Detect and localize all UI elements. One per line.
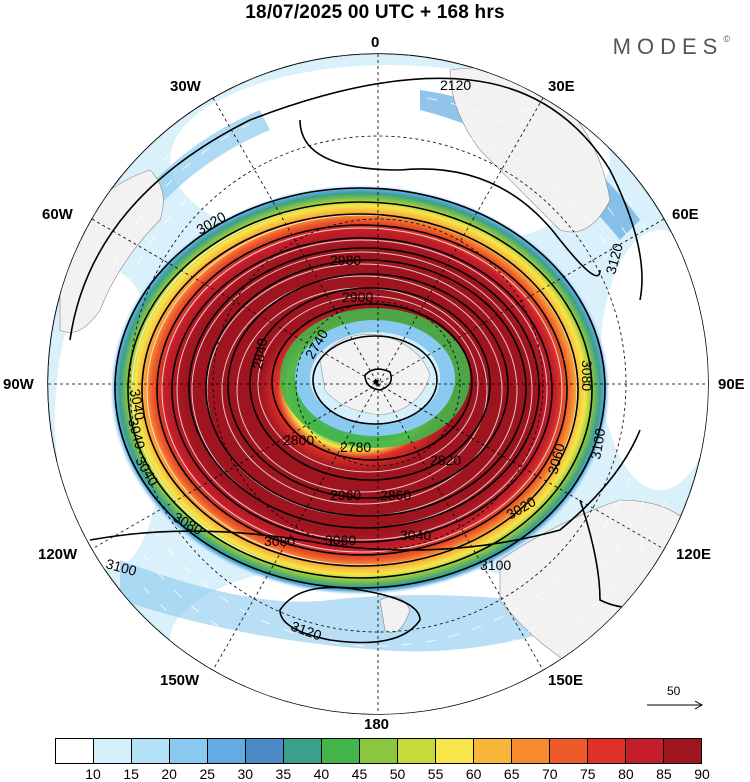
contour-label: 3120 [602, 241, 626, 275]
contour-label: 3080 [579, 360, 595, 391]
contour-label: 3080 [264, 533, 295, 549]
color-scale-segment [170, 739, 208, 763]
pole-marker [373, 379, 379, 385]
longitude-label-60e: 60E [672, 206, 699, 223]
contour-label: 2900 [342, 289, 373, 305]
color-scale-label: 20 [161, 766, 177, 782]
contour-label: 3040 [125, 417, 149, 451]
contour-label: 2780 [340, 439, 371, 455]
contour-label: 2960 [330, 487, 361, 503]
graticule [48, 54, 708, 714]
color-scale-segment [208, 739, 246, 763]
color-scale-label: 85 [656, 766, 672, 782]
color-scale-segment [436, 739, 474, 763]
brand-name: MODES [612, 34, 724, 59]
color-scale-label: 10 [85, 766, 101, 782]
color-scale-bar [55, 738, 702, 764]
contour-label: 3100 [480, 557, 511, 573]
color-scale-segment [246, 739, 284, 763]
color-scale-segment [550, 739, 588, 763]
longitude-label-180: 180 [364, 716, 390, 733]
color-scale-label: 25 [199, 766, 216, 782]
color-scale-segment [322, 739, 360, 763]
contour-label: 2860 [380, 487, 411, 503]
color-scale-segment [474, 739, 512, 763]
longitude-label-60w: 60W [42, 206, 73, 223]
contour-label: 3060 [325, 532, 356, 548]
contour-label: 3100 [587, 427, 608, 461]
longitude-label-150w: 150W [160, 672, 200, 689]
reference-vector: 50 [645, 684, 705, 714]
longitude-label-90w: 90W [3, 376, 34, 393]
color-scale-label: 60 [465, 766, 482, 782]
brand-logo: MODES© [613, 34, 730, 60]
brand-mark: © [723, 34, 730, 44]
longitude-label-120w: 120W [38, 546, 78, 563]
color-scale-segment [398, 739, 436, 763]
arrow-right-icon [647, 700, 704, 710]
color-scale-label: 40 [313, 766, 330, 782]
longitude-label-30w: 30W [170, 78, 201, 95]
contour-label: 2800 [283, 432, 314, 448]
longitude-label-120e: 120E [676, 546, 712, 563]
color-scale-segment [94, 739, 132, 763]
longitude-label-90e: 90E [718, 376, 745, 393]
color-scale-label: 30 [237, 766, 254, 782]
contour-label: 3040 [127, 388, 148, 422]
contour-label: 2840 [249, 337, 270, 371]
color-scale-label: 80 [618, 766, 634, 782]
color-scale-label: 90 [694, 766, 710, 782]
longitude-label-0: 0 [371, 34, 380, 51]
color-scale-segment [56, 739, 94, 763]
map-title: 18/07/2025 00 UTC + 168 hrs [245, 2, 505, 23]
color-scale-segment [512, 739, 550, 763]
contour-label: 2820 [430, 452, 461, 468]
contour-label: 3060 [544, 441, 568, 475]
color-scale-segment [626, 739, 664, 763]
color-scale-labels: 10 15 20 25 30 35 40 45 50 55 60 65 70 75 80 85 90 [55, 766, 710, 782]
contour-label: 2980 [330, 252, 361, 268]
reference-vector-value: 50 [667, 684, 681, 698]
color-scale-label: 75 [580, 766, 596, 782]
color-scale-label: 35 [275, 766, 292, 782]
contour-label: 3040 [400, 527, 431, 543]
contour-label: 2120 [440, 77, 471, 93]
color-scale-segment [360, 739, 398, 763]
color-scale-label: 50 [389, 766, 406, 782]
color-scale-label: 55 [427, 766, 444, 782]
color-scale-label: 45 [351, 766, 368, 782]
contour-label: 3100 [104, 555, 138, 579]
longitude-label-30e: 30E [548, 78, 575, 95]
color-scale-label: 15 [123, 766, 139, 782]
color-scale-segment [132, 739, 170, 763]
antarctica-landmass [319, 334, 431, 416]
color-scale-segment [284, 739, 322, 763]
longitude-label-150e: 150E [548, 672, 584, 689]
color-scale-label: 70 [541, 766, 558, 782]
color-scale-label: 65 [503, 766, 520, 782]
color-scale-segment [664, 739, 701, 763]
color-scale-segment [588, 739, 626, 763]
